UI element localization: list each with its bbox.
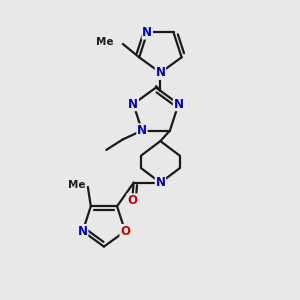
Text: N: N bbox=[128, 98, 138, 110]
Text: N: N bbox=[78, 225, 88, 238]
Text: N: N bbox=[174, 98, 184, 110]
Text: N: N bbox=[155, 176, 165, 189]
Text: Me: Me bbox=[96, 37, 114, 46]
Text: Me: Me bbox=[68, 180, 86, 190]
Text: N: N bbox=[142, 26, 152, 39]
Text: N: N bbox=[137, 124, 147, 137]
Text: O: O bbox=[127, 194, 137, 207]
Text: N: N bbox=[155, 66, 165, 79]
Text: O: O bbox=[120, 225, 130, 238]
